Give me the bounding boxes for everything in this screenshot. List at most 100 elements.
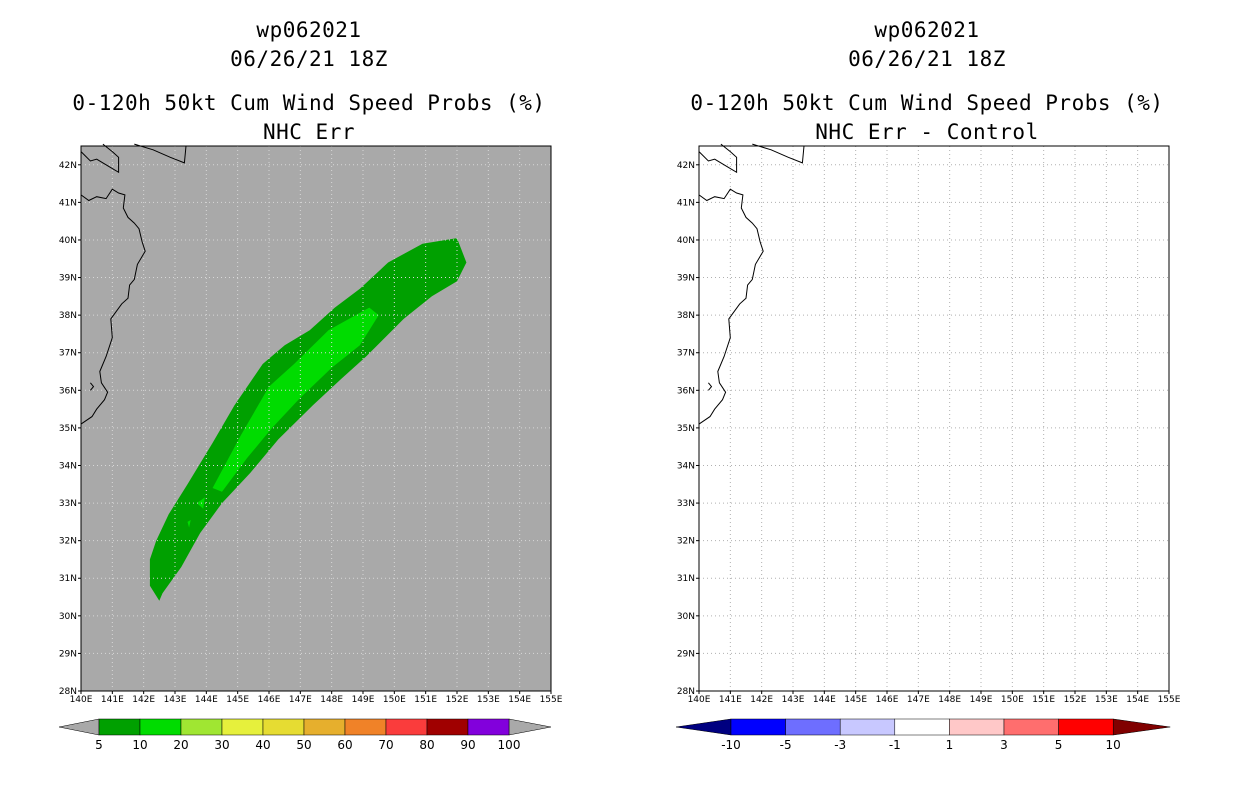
lon-tick-label: 154E: [1126, 695, 1149, 705]
left-panel: wp062021 06/26/21 18Z 0-120h 50kt Cum Wi…: [59, 18, 563, 752]
lon-tick-label: 142E: [750, 695, 773, 705]
colorbar-swatch: [180, 718, 223, 736]
right-subtitle: NHC Err - Control: [815, 120, 1039, 144]
colorbar-swatch: [344, 718, 387, 736]
hokkaido-coastline: [80, 143, 120, 174]
hokkaido-coastline: [698, 143, 738, 174]
lat-tick-label: 41N: [677, 198, 695, 208]
lat-tick-label: 35N: [59, 424, 77, 434]
colorbar-swatch: [894, 718, 950, 736]
lon-tick-label: 147E: [907, 695, 930, 705]
lat-tick-label: 29N: [59, 649, 77, 659]
lat-tick-label: 33N: [677, 499, 695, 509]
colorbar-label: -5: [780, 738, 792, 752]
colorbar-swatch: [426, 718, 469, 736]
lat-tick-label: 28N: [677, 687, 695, 697]
left-map: 140E 141E 142E 143E 144E 145E 146E 147E 148E 149E…: [59, 143, 563, 752]
lon-tick-label: 153E: [1095, 695, 1118, 705]
lat-tick-label: 32N: [59, 537, 77, 547]
colorbar-label: 70: [378, 738, 393, 752]
prob-contour-10pct-dot: [187, 520, 191, 528]
prob-contour-5pct: [149, 238, 467, 601]
colorbar-swatch: [785, 718, 841, 736]
lat-tick-label: 41N: [59, 198, 77, 208]
lon-tick-label: 144E: [813, 695, 836, 705]
lon-tick-label: 143E: [164, 695, 187, 705]
lon-tick-label: 147E: [289, 695, 312, 705]
lon-tick-label: 146E: [876, 695, 899, 705]
lat-tick-label: 38N: [677, 311, 695, 321]
colorbar-label: 20: [173, 738, 188, 752]
lat-tick-label: 29N: [677, 649, 695, 659]
lat-tick-label: 40N: [677, 236, 695, 246]
lat-tick-label: 39N: [59, 274, 77, 284]
colorbar-label: 50: [296, 738, 311, 752]
lake-outline: [90, 382, 95, 391]
colorbar-label: 60: [337, 738, 352, 752]
colorbar-label: 3: [1000, 738, 1008, 752]
colorbar-label: -3: [834, 738, 846, 752]
lat-tick-label: 42N: [677, 161, 695, 171]
lat-tick-label: 36N: [59, 386, 77, 396]
left-storm-id: wp062021: [256, 18, 362, 42]
hokkaido-coastline-east: [134, 143, 187, 164]
lon-tick-label: 151E: [1032, 695, 1055, 705]
lon-tick-label: 145E: [844, 695, 867, 705]
hokkaido-coastline-east: [752, 143, 805, 164]
lake-outline: [708, 382, 713, 391]
lon-tick-label: 142E: [132, 695, 155, 705]
colorbar-low-arrow: [675, 718, 732, 736]
lon-tick-label: 154E: [508, 695, 531, 705]
lon-tick-label: 153E: [477, 695, 500, 705]
lat-tick-label: 40N: [59, 236, 77, 246]
colorbar-label: 10: [132, 738, 147, 752]
colorbar-label: 1: [946, 738, 954, 752]
lat-tick-label: 37N: [677, 349, 695, 359]
lat-tick-label: 42N: [59, 161, 77, 171]
lat-tick-label: 31N: [59, 574, 77, 584]
right-datetime: 06/26/21 18Z: [848, 47, 1006, 71]
lon-tick-label: 141E: [719, 695, 742, 705]
map-background: [81, 146, 551, 691]
right-map: 140E 141E 142E 143E 144E 145E 146E 147E 148E 149E…: [675, 143, 1181, 752]
lat-tick-label: 31N: [677, 574, 695, 584]
prob-contour-10pct-small: [196, 497, 205, 509]
left-datetime: 06/26/21 18Z: [230, 47, 388, 71]
right-panel: wp062021 06/26/21 18Z 0-120h 50kt Cum Wi…: [618, 0, 1236, 800]
colorbar-label: 10: [1106, 738, 1121, 752]
colorbar-high-arrow: [1112, 718, 1171, 736]
left-subtitle: NHC Err: [262, 120, 355, 144]
colorbar-label: -1: [889, 738, 901, 752]
colorbar-label: 90: [460, 738, 475, 752]
lat-tick-label: 34N: [677, 461, 695, 471]
colorbar-swatch: [98, 718, 141, 736]
lon-tick-label: 143E: [782, 695, 805, 705]
prob-contour-10pct: [212, 307, 379, 492]
lat-tick-label: 33N: [59, 499, 77, 509]
map-frame: [698, 145, 1170, 692]
lon-tick-label: 144E: [195, 695, 218, 705]
colorbar-label: 5: [1055, 738, 1063, 752]
honshu-coastline: [80, 188, 146, 425]
colorbar-label: 100: [498, 738, 521, 752]
lat-tick-label: 30N: [59, 612, 77, 622]
lat-tick-label: 38N: [59, 311, 77, 321]
lon-tick-label: 155E: [540, 695, 563, 705]
colorbar-high-arrow: [508, 718, 552, 736]
colorbar-label: 30: [214, 738, 229, 752]
colorbar-swatch: [730, 718, 786, 736]
lon-tick-label: 152E: [446, 695, 469, 705]
colorbar-swatch: [839, 718, 896, 736]
lat-tick-label: 30N: [677, 612, 695, 622]
lat-tick-label: 32N: [677, 537, 695, 547]
colorbar-label: 5: [95, 738, 103, 752]
lon-tick-label: 148E: [320, 695, 343, 705]
lat-tick-label: 28N: [59, 687, 77, 697]
colorbar-swatch: [303, 718, 346, 736]
lon-tick-label: 140E: [70, 695, 93, 705]
colorbar-swatch: [1058, 718, 1114, 736]
colorbar-swatch: [262, 718, 305, 736]
colorbar-swatch: [949, 718, 1005, 736]
lon-tick-label: 149E: [352, 695, 375, 705]
honshu-coastline: [698, 188, 764, 425]
